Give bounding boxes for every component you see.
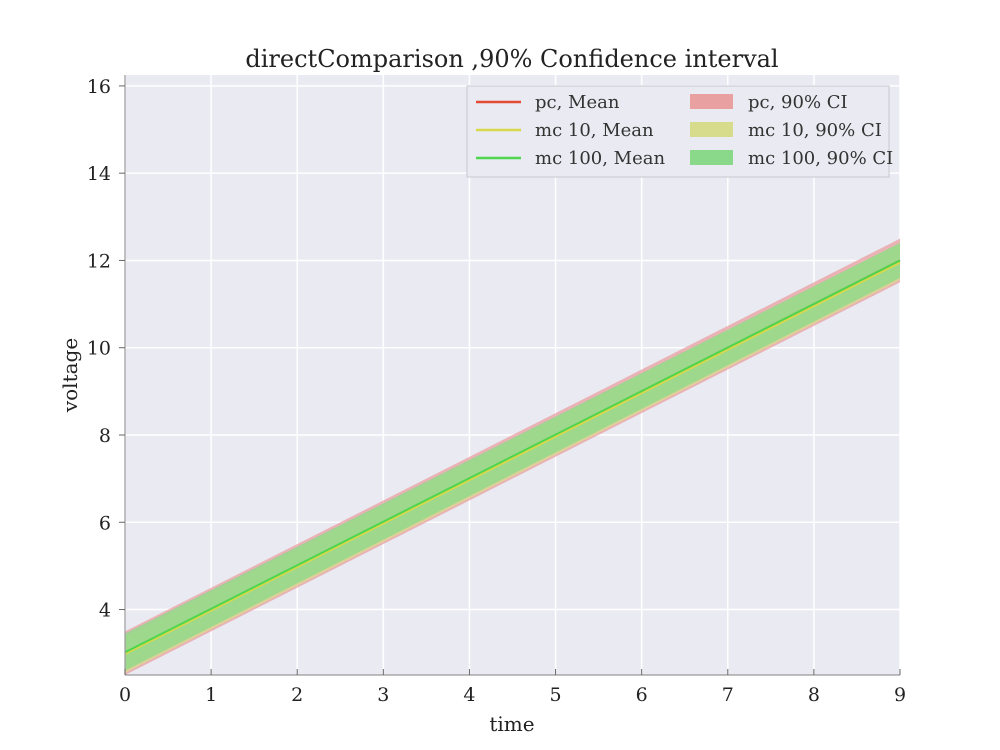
y-tick-label: 6 xyxy=(99,512,111,534)
x-tick-label: 8 xyxy=(808,684,820,706)
legend-box xyxy=(466,85,890,178)
x-tick-label: 7 xyxy=(722,684,734,706)
legend-swatch-mc-100-90-ci xyxy=(690,150,733,165)
y-axis-label: voltage xyxy=(58,338,82,413)
x-tick-label: 0 xyxy=(119,684,131,706)
y-tick-label: 4 xyxy=(99,600,111,622)
legend-swatch-pc-90-ci xyxy=(690,94,733,109)
series-line-mc-100-mean xyxy=(124,259,901,654)
x-tick-label: 1 xyxy=(205,684,217,706)
y-tick-label: 8 xyxy=(99,425,111,447)
x-tick-label: 2 xyxy=(291,684,303,706)
x-tick-label: 4 xyxy=(463,684,475,706)
y-tick-label: 16 xyxy=(87,76,111,98)
chart-title: directComparison ,90% Confidence interva… xyxy=(245,45,778,73)
legend: pc, Mean mc 10, Mean mc 100, Mean pc, 90% C… xyxy=(466,85,893,178)
y-tick-label: 14 xyxy=(87,163,111,185)
x-tick-label: 9 xyxy=(894,684,906,706)
x-tick-label: 3 xyxy=(377,684,389,706)
series-line-mc-10-mean xyxy=(124,261,901,655)
x-axis-label: time xyxy=(489,712,534,736)
legend-label: mc 100, 90% CI xyxy=(748,148,893,169)
legend-swatch-mc-10-90-ci xyxy=(690,122,733,137)
legend-label: mc 10, Mean xyxy=(535,120,654,141)
x-tick-label: 6 xyxy=(636,684,648,706)
y-tick-label: 12 xyxy=(87,250,111,272)
y-tick-label: 10 xyxy=(87,338,111,360)
legend-label: pc, 90% CI xyxy=(748,92,848,113)
legend-label: pc, Mean xyxy=(535,92,620,113)
legend-label: mc 100, Mean xyxy=(535,148,665,169)
legend-label: mc 10, 90% CI xyxy=(748,120,882,141)
mean-lines xyxy=(124,259,901,655)
x-tick-label: 5 xyxy=(550,684,562,706)
